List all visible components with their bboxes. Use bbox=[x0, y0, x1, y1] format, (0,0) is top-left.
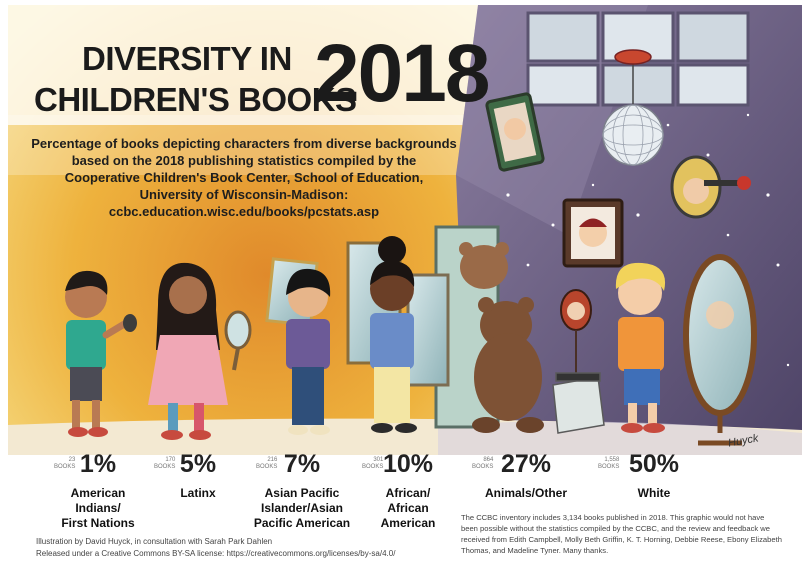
subtitle: Percentage of books depicting characters… bbox=[28, 135, 460, 220]
title-line-2: CHILDREN'S BOOKS bbox=[34, 81, 357, 118]
character-kid-2 bbox=[148, 262, 252, 440]
percent-value: 50% bbox=[628, 450, 680, 478]
title-year: 2018 bbox=[314, 28, 490, 119]
character-kid-5 bbox=[615, 262, 666, 433]
book-count-unit: BOOKS bbox=[472, 464, 494, 470]
percent-value: 27% bbox=[500, 450, 552, 478]
pet-cage bbox=[552, 372, 605, 434]
stat-african-american: 301 BOOKS 10% African/ African American bbox=[358, 448, 458, 531]
character-kid-1 bbox=[65, 270, 137, 437]
portrait-cowboy bbox=[670, 155, 751, 219]
license-link[interactable]: Released under a Creative Commons BY-SA … bbox=[36, 549, 396, 558]
stat-american-indian: 23 BOOKS 1% American Indians/ First Natio… bbox=[38, 448, 158, 531]
portrait-small-oval bbox=[560, 289, 592, 375]
character-kid-4 bbox=[370, 236, 417, 433]
book-count: 170 bbox=[165, 457, 176, 463]
book-count-unit: BOOKS bbox=[362, 464, 384, 470]
category-label: White bbox=[637, 486, 671, 500]
book-count: 23 bbox=[68, 457, 76, 463]
subtitle-link: ccbc.education.wisc.edu/books/pcstats.as… bbox=[108, 204, 380, 219]
character-kid-3 bbox=[286, 268, 331, 435]
illustration-scene bbox=[8, 5, 802, 455]
category-label: Asian Pacific Islander/Asian Pacific Ame… bbox=[253, 486, 351, 530]
portrait-athlete bbox=[562, 198, 624, 268]
category-label: American Indians/ First Nations bbox=[61, 486, 135, 530]
subtitle-line: University of Wisconsin-Madison: bbox=[139, 187, 349, 202]
subtitle-line: based on the 2018 publishing statistics … bbox=[71, 153, 417, 168]
character-bears bbox=[459, 242, 544, 433]
infographic-poster: DIVERSITY IN CHILDREN'S BOOKS 2018 Perce… bbox=[8, 5, 802, 568]
illustration-credit: Illustration by David Huyck, in consulta… bbox=[36, 537, 396, 558]
subtitle-line: Percentage of books depicting characters… bbox=[31, 136, 457, 151]
book-count: 216 bbox=[267, 457, 278, 463]
stat-white: 1,558 BOOKS 50% White bbox=[594, 448, 714, 501]
stat-asian-pacific: 216 BOOKS 7% Asian Pacific Islander/Asian… bbox=[242, 448, 362, 531]
book-count-unit: BOOKS bbox=[256, 464, 278, 470]
book-count-unit: BOOKS bbox=[54, 464, 76, 470]
book-count-unit: BOOKS bbox=[154, 464, 176, 470]
book-count: 864 bbox=[483, 457, 494, 463]
stat-latinx: 170 BOOKS 5% Latinx bbox=[148, 448, 248, 501]
percent-value: 5% bbox=[179, 450, 217, 478]
category-label: Latinx bbox=[180, 486, 216, 500]
stat-animals-other: 864 BOOKS 27% Animals/Other bbox=[466, 448, 586, 501]
book-count: 1,558 bbox=[604, 457, 620, 463]
category-label: Animals/Other bbox=[484, 486, 568, 500]
title-line-1: DIVERSITY IN bbox=[82, 40, 292, 77]
book-count: 301 bbox=[373, 457, 384, 463]
window-panes bbox=[526, 11, 750, 107]
subtitle-line: Cooperative Children's Book Center, Scho… bbox=[64, 170, 424, 185]
category-label: African/ African American bbox=[380, 486, 436, 530]
book-count-unit: BOOKS bbox=[598, 464, 620, 470]
methodology-note: The CCBC inventory includes 3,134 books … bbox=[461, 513, 782, 555]
percent-value: 10% bbox=[382, 450, 434, 478]
disco-ball bbox=[602, 104, 664, 166]
portrait-old-man bbox=[485, 92, 545, 172]
percent-value: 7% bbox=[283, 450, 321, 478]
standing-mirror bbox=[683, 254, 757, 446]
percent-value: 1% bbox=[79, 450, 117, 478]
